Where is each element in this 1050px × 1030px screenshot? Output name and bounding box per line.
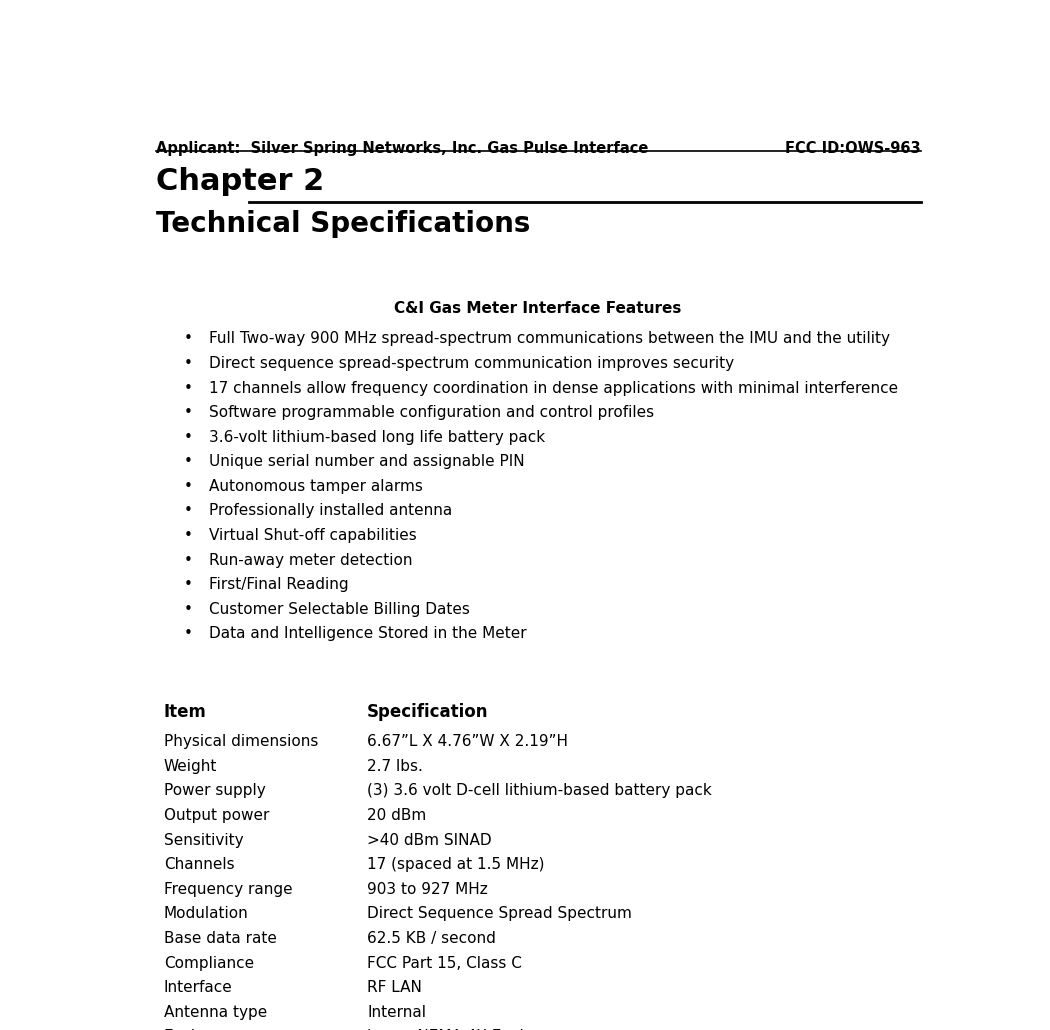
Text: Channels: Channels: [164, 857, 234, 872]
Text: •: •: [184, 479, 192, 494]
Text: First/Final Reading: First/Final Reading: [209, 577, 349, 592]
Text: Output power: Output power: [164, 809, 269, 823]
Text: Item: Item: [164, 702, 207, 721]
Text: 20 dBm: 20 dBm: [368, 809, 426, 823]
Text: •: •: [184, 504, 192, 518]
Text: •: •: [184, 405, 192, 420]
Text: 3.6-volt lithium-based long life battery pack: 3.6-volt lithium-based long life battery…: [209, 430, 545, 445]
Text: >40 dBm SINAD: >40 dBm SINAD: [368, 832, 491, 848]
Text: Power supply: Power supply: [164, 784, 266, 798]
Text: Run-away meter detection: Run-away meter detection: [209, 553, 412, 568]
Text: •: •: [184, 577, 192, 592]
Text: Full Two-way 900 MHz spread-spectrum communications between the IMU and the util: Full Two-way 900 MHz spread-spectrum com…: [209, 332, 889, 346]
Text: 62.5 KB / second: 62.5 KB / second: [368, 931, 496, 946]
Text: 17 (spaced at 1.5 MHz): 17 (spaced at 1.5 MHz): [368, 857, 545, 872]
Text: C&I Gas Meter Interface Features: C&I Gas Meter Interface Features: [395, 301, 681, 316]
Text: Applicant:  Silver Spring Networks, Inc. Gas Pulse Interface: Applicant: Silver Spring Networks, Inc. …: [155, 141, 648, 157]
Text: Chapter 2: Chapter 2: [155, 167, 323, 197]
Text: Technical Specifications: Technical Specifications: [155, 210, 530, 238]
Text: 903 to 927 MHz: 903 to 927 MHz: [368, 882, 488, 897]
Text: Antenna type: Antenna type: [164, 1004, 267, 1020]
Text: Base data rate: Base data rate: [164, 931, 277, 946]
Text: 17 channels allow frequency coordination in dense applications with minimal inte: 17 channels allow frequency coordination…: [209, 380, 898, 396]
Text: Data and Intelligence Stored in the Meter: Data and Intelligence Stored in the Mete…: [209, 626, 526, 642]
Text: •: •: [184, 626, 192, 642]
Text: FCC Part 15, Class C: FCC Part 15, Class C: [368, 956, 522, 970]
Text: Direct sequence spread-spectrum communication improves security: Direct sequence spread-spectrum communic…: [209, 356, 734, 371]
Text: Direct Sequence Spread Spectrum: Direct Sequence Spread Spectrum: [368, 906, 632, 922]
Text: •: •: [184, 602, 192, 617]
Text: Professionally installed antenna: Professionally installed antenna: [209, 504, 452, 518]
Text: 6.67”L X 4.76”W X 2.19”H: 6.67”L X 4.76”W X 2.19”H: [368, 734, 568, 749]
Text: Physical dimensions: Physical dimensions: [164, 734, 318, 749]
Text: FCC ID:OWS-963: FCC ID:OWS-963: [785, 141, 921, 157]
Text: Specification: Specification: [368, 702, 488, 721]
Text: •: •: [184, 430, 192, 445]
Text: •: •: [184, 356, 192, 371]
Text: Internal: Internal: [368, 1004, 426, 1020]
Text: Weight: Weight: [164, 759, 217, 774]
Text: •: •: [184, 454, 192, 470]
Text: Customer Selectable Billing Dates: Customer Selectable Billing Dates: [209, 602, 469, 617]
Text: (3) 3.6 volt D-cell lithium-based battery pack: (3) 3.6 volt D-cell lithium-based batter…: [368, 784, 712, 798]
Text: Autonomous tamper alarms: Autonomous tamper alarms: [209, 479, 422, 494]
Text: RF LAN: RF LAN: [368, 981, 422, 995]
Text: Interface: Interface: [164, 981, 232, 995]
Text: Unique serial number and assignable PIN: Unique serial number and assignable PIN: [209, 454, 524, 470]
Text: Compliance: Compliance: [164, 956, 254, 970]
Text: Virtual Shut-off capabilities: Virtual Shut-off capabilities: [209, 528, 416, 543]
Text: •: •: [184, 553, 192, 568]
Text: Sensitivity: Sensitivity: [164, 832, 244, 848]
Text: Frequency range: Frequency range: [164, 882, 292, 897]
Text: •: •: [184, 332, 192, 346]
Text: Software programmable configuration and control profiles: Software programmable configuration and …: [209, 405, 654, 420]
Text: Modulation: Modulation: [164, 906, 249, 922]
Text: •: •: [184, 380, 192, 396]
Text: •: •: [184, 528, 192, 543]
Text: 2.7 lbs.: 2.7 lbs.: [368, 759, 423, 774]
